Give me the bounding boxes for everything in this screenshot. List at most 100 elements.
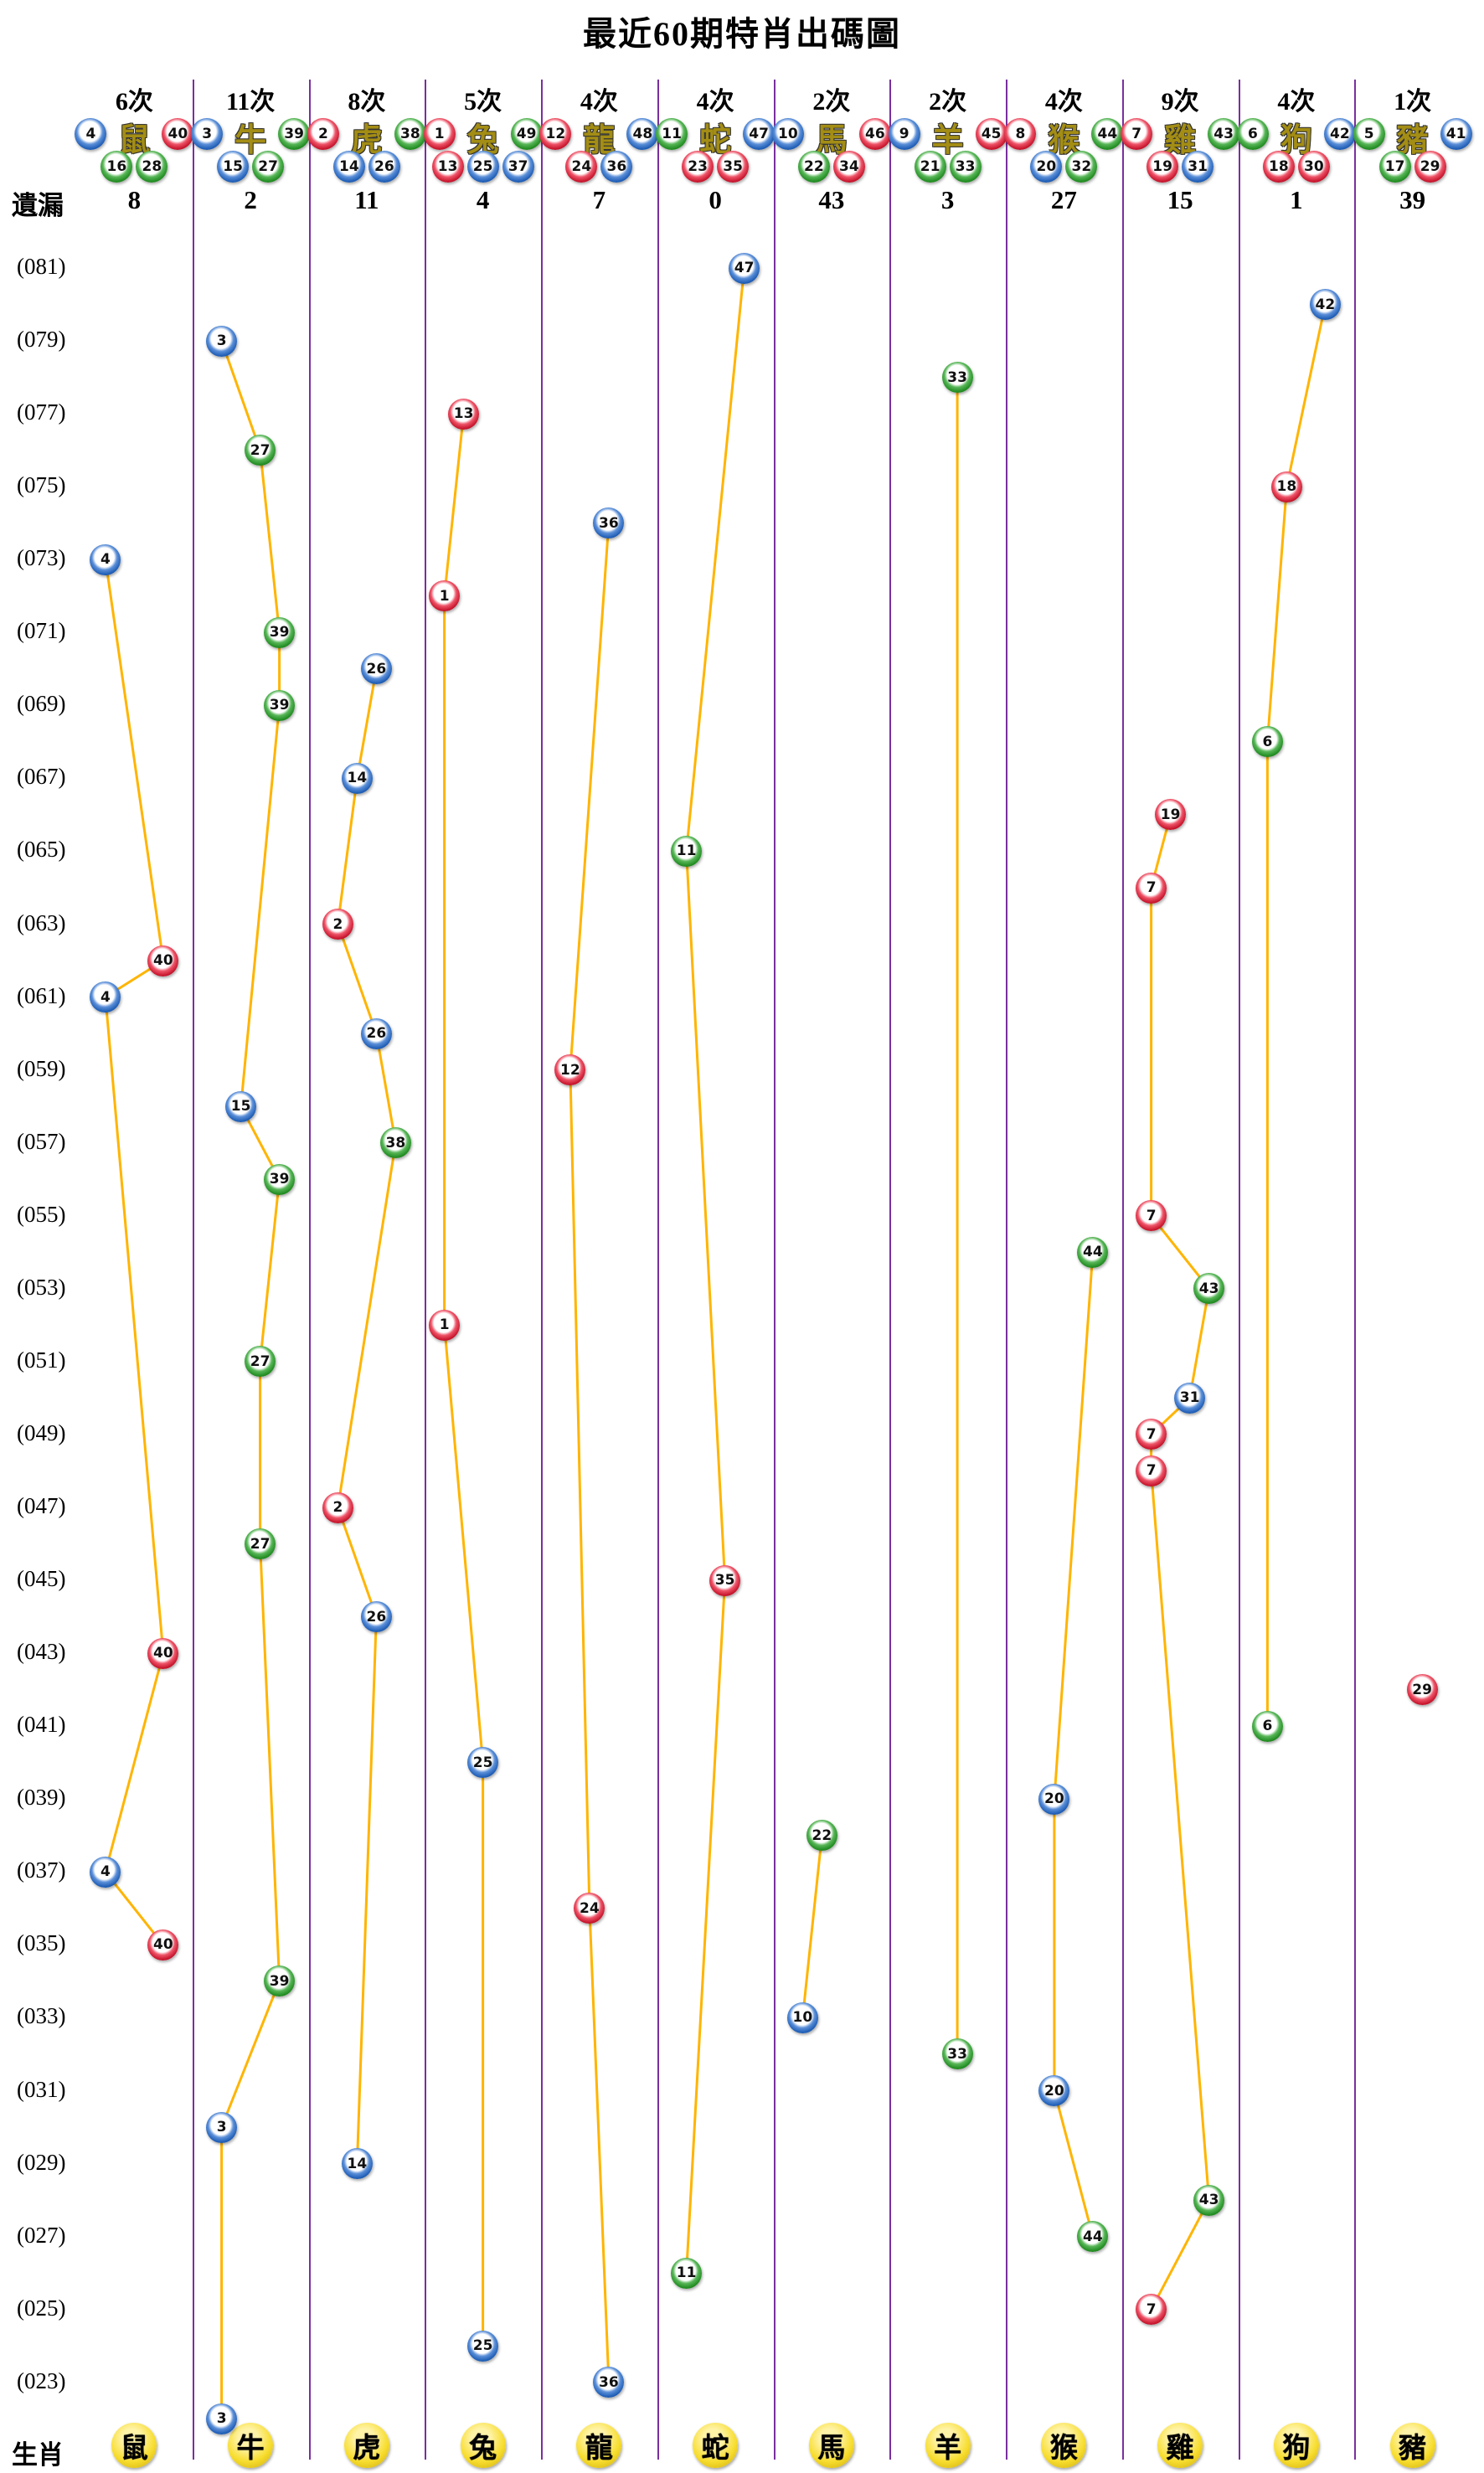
period-label: (057) <box>17 1129 66 1154</box>
period-label: (073) <box>17 545 66 570</box>
header-ball: 47 <box>743 118 775 150</box>
chart-ball: 11 <box>671 835 703 867</box>
zodiac-footer-ball: 馬 <box>808 2423 854 2468</box>
missing-count: 39 <box>1399 185 1426 214</box>
column-separator <box>309 80 311 2460</box>
chart-ball: 47 <box>729 252 760 284</box>
chart-ball: 39 <box>264 1966 296 1997</box>
zodiac-footer-char: 牛 <box>236 2434 265 2464</box>
header-ball: 4 <box>75 118 107 150</box>
header-ball: 46 <box>858 118 891 150</box>
chart-ball: 27 <box>245 1528 276 1560</box>
chart-ball: 7 <box>1136 2294 1167 2326</box>
zodiac-line <box>569 523 611 2383</box>
chart-ball: 35 <box>709 1564 741 1596</box>
header-ball: 42 <box>1323 118 1356 150</box>
header-ball: 23 <box>682 151 714 183</box>
header-ball: 3 <box>191 118 224 150</box>
missing-row-label: 遺漏 <box>12 191 64 220</box>
chart-ball: 26 <box>360 653 392 685</box>
period-label: (027) <box>17 2223 66 2248</box>
column-separator <box>774 80 775 2460</box>
chart-ball: 3 <box>206 2111 238 2143</box>
chart-ball: 26 <box>360 1601 392 1633</box>
chart-ball: 2 <box>322 1492 353 1523</box>
zodiac-footer-char: 豬 <box>1399 2434 1427 2464</box>
header-ball: 30 <box>1297 151 1330 183</box>
zodiac-footer-char: 馬 <box>817 2434 846 2464</box>
header-ball: 39 <box>278 118 311 150</box>
header-ball: 6 <box>1236 118 1269 150</box>
zodiac-footer-ball: 羊 <box>925 2423 971 2468</box>
zodiac-footer-ball: 猴 <box>1041 2423 1087 2468</box>
column-separator <box>1354 80 1356 2460</box>
zodiac-line <box>1265 304 1327 1727</box>
chart-ball: 20 <box>1038 1783 1070 1815</box>
chart-ball: 36 <box>593 2367 625 2398</box>
missing-count: 15 <box>1167 185 1193 214</box>
chart-ball: 4 <box>90 544 121 575</box>
header-ball: 40 <box>162 118 194 150</box>
period-label: (029) <box>17 2150 66 2175</box>
appearance-count: 4次 <box>1277 88 1316 116</box>
chart-ball: 7 <box>1136 1419 1167 1450</box>
chart-ball: 14 <box>341 2148 373 2180</box>
header-ball: 27 <box>252 151 285 183</box>
appearance-count: 4次 <box>580 88 618 116</box>
appearance-count: 11次 <box>225 88 276 116</box>
missing-count: 0 <box>709 185 722 214</box>
zodiac-footer-ball: 狗 <box>1273 2423 1319 2468</box>
column-separator <box>193 80 194 2460</box>
period-label: (045) <box>17 1566 66 1591</box>
column-separator <box>541 80 543 2460</box>
appearance-count: 4次 <box>1044 88 1083 116</box>
chart-ball: 4 <box>90 981 121 1013</box>
header-ball: 37 <box>502 151 534 183</box>
header-ball: 28 <box>136 151 168 183</box>
appearance-count: 4次 <box>696 88 734 116</box>
chart-ball: 13 <box>448 398 480 430</box>
chart-ball: 43 <box>1193 2184 1225 2216</box>
period-label: (035) <box>17 1930 66 1955</box>
chart-ball: 12 <box>554 1054 586 1086</box>
missing-count: 43 <box>818 185 845 214</box>
zodiac-line <box>801 1835 823 2018</box>
period-label: (055) <box>17 1202 66 1227</box>
period-label: (063) <box>17 910 66 935</box>
header-ball: 2 <box>307 118 339 150</box>
chart-ball: 27 <box>245 1346 276 1378</box>
zodiac-footer-char: 蛇 <box>701 2434 729 2464</box>
zodiac-footer-char: 龍 <box>585 2434 613 2464</box>
zodiac-footer-ball: 虎 <box>343 2423 389 2468</box>
period-label: (079) <box>17 327 66 352</box>
chart-ball: 33 <box>941 362 973 394</box>
chart-ball: 38 <box>379 1127 411 1159</box>
chart-ball: 19 <box>1155 799 1187 831</box>
header-ball: 31 <box>1182 151 1214 183</box>
appearance-count: 2次 <box>929 88 967 116</box>
period-label: (051) <box>17 1347 66 1373</box>
missing-count: 11 <box>354 185 379 214</box>
zodiac-footer-ball: 蛇 <box>693 2423 739 2468</box>
header-ball: 1 <box>423 118 456 150</box>
column-separator <box>425 80 426 2460</box>
chart-ball: 6 <box>1251 1710 1283 1742</box>
zodiac-footer-ball: 雞 <box>1157 2423 1203 2468</box>
zodiac-footer-char: 雞 <box>1166 2434 1194 2464</box>
period-label: (075) <box>17 472 66 497</box>
period-label: (067) <box>17 764 66 789</box>
appearance-count: 8次 <box>348 88 386 116</box>
period-label: (065) <box>17 837 66 862</box>
chart-ball: 1 <box>429 1309 461 1341</box>
missing-count: 27 <box>1050 185 1077 214</box>
missing-count: 8 <box>127 185 142 214</box>
header-ball: 12 <box>539 118 572 150</box>
zodiac-line <box>336 668 397 2164</box>
header-ball: 18 <box>1262 151 1295 183</box>
column-separator <box>1006 80 1007 2460</box>
appearance-count: 9次 <box>1161 88 1199 116</box>
chart-ball: 18 <box>1270 471 1302 502</box>
chart-ball: 15 <box>225 1090 257 1122</box>
period-label: (033) <box>17 2003 66 2028</box>
zodiac-line <box>220 340 281 2419</box>
